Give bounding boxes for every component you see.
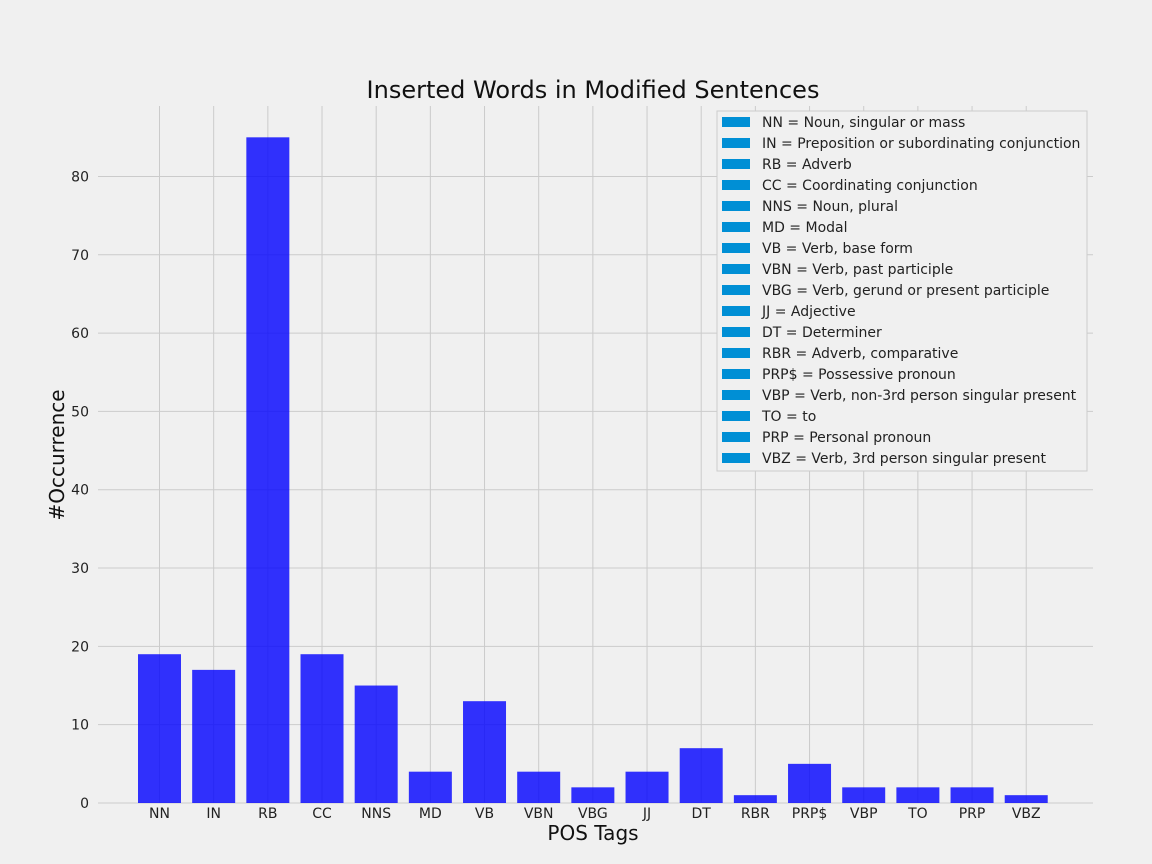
- bar-nn: [138, 654, 181, 803]
- legend-swatch: [722, 411, 750, 421]
- x-tick-label: VBP: [850, 806, 878, 822]
- x-tick-label: NNS: [361, 806, 391, 822]
- legend-entry: VB = Verb, base form: [762, 241, 913, 257]
- legend-swatch: [722, 390, 750, 400]
- x-tick-labels: NN IN RB CC NNS MD VB VBN VBG JJ DT RBR PRP$ VBP TO PRP…: [149, 806, 1041, 822]
- x-axis-label: POS Tags: [547, 821, 638, 845]
- legend-swatch: [722, 285, 750, 295]
- legend-entry: NN = Noun, singular or mass: [762, 115, 965, 131]
- bar-cc: [300, 654, 344, 803]
- legend-swatch: [722, 117, 750, 127]
- x-tick-label: PRP: [959, 806, 986, 822]
- legend-swatch: [722, 201, 750, 211]
- legend-entry: IN = Preposition or subordinating conjun…: [762, 136, 1080, 152]
- y-tick-label: 50: [71, 404, 89, 420]
- chart-title: Inserted Words in Modified Sentences: [367, 76, 820, 104]
- y-tick-label: 10: [71, 718, 89, 734]
- y-tick-label: 30: [71, 561, 89, 577]
- bar-vbp: [842, 787, 886, 803]
- legend: NN = Noun, singular or mass IN = Preposit…: [716, 110, 1088, 472]
- x-tick-label: TO: [907, 806, 928, 822]
- bar-in: [192, 669, 236, 803]
- legend-box: [716, 110, 1088, 472]
- legend-entry: NNS = Noun, plural: [762, 199, 898, 215]
- legend-entry: MD = Modal: [762, 220, 848, 236]
- legend-swatch: [722, 159, 750, 169]
- x-tick-label: IN: [206, 806, 221, 822]
- y-tick-labels: 0 10 20 30 40 50 60 70 80: [71, 169, 89, 812]
- legend-entry: RB = Adverb: [762, 157, 852, 173]
- legend-swatch: [722, 180, 750, 190]
- legend-entry: JJ = Adjective: [761, 304, 856, 320]
- x-tick-label: NN: [149, 806, 170, 822]
- x-tick-label: VBZ: [1012, 806, 1041, 822]
- legend-swatch: [722, 243, 750, 253]
- legend-swatch: [722, 369, 750, 379]
- legend-entry: VBP = Verb, non-3rd person singular pres…: [762, 388, 1077, 404]
- y-tick-label: 80: [71, 169, 89, 185]
- legend-swatch: [722, 264, 750, 274]
- legend-entry: PRP$ = Possessive pronoun: [762, 367, 956, 383]
- legend-entry: DT = Determiner: [762, 325, 882, 341]
- legend-entry: CC = Coordinating conjunction: [762, 178, 978, 194]
- legend-entry: PRP = Personal pronoun: [762, 430, 931, 446]
- bar-nns: [354, 685, 398, 803]
- y-axis-label: #Occurrence: [45, 389, 69, 520]
- legend-swatch: [722, 222, 750, 232]
- bar-md: [408, 771, 452, 803]
- x-tick-label: VB: [475, 806, 494, 822]
- bar-vbg: [571, 787, 615, 803]
- bar-to: [896, 787, 940, 803]
- legend-entry: VBG = Verb, gerund or present participle: [762, 283, 1049, 299]
- legend-entry: TO = to: [761, 409, 816, 425]
- y-tick-label: 40: [71, 483, 89, 499]
- x-tick-label: VBN: [524, 806, 554, 822]
- bar-vbz: [1004, 795, 1048, 803]
- x-tick-label: CC: [312, 806, 332, 822]
- bar-vbn: [517, 771, 561, 803]
- legend-swatch: [722, 453, 750, 463]
- x-tick-label: MD: [419, 806, 442, 822]
- legend-swatch: [722, 306, 750, 316]
- legend-entry: VBZ = Verb, 3rd person singular present: [762, 451, 1046, 467]
- bar-vb: [463, 701, 507, 803]
- bar-rbr: [733, 795, 777, 803]
- x-tick-label: JJ: [642, 806, 651, 822]
- bar-prp: [950, 787, 994, 803]
- legend-swatch: [722, 432, 750, 442]
- bars: [138, 137, 1048, 804]
- x-tick-label: DT: [692, 806, 712, 822]
- legend-swatch: [722, 138, 750, 148]
- y-tick-label: 60: [71, 326, 89, 342]
- legend-swatch: [722, 327, 750, 337]
- bar-dt: [679, 748, 723, 803]
- bar-jj: [625, 771, 669, 803]
- x-tick-label: VBG: [578, 806, 608, 822]
- y-tick-label: 70: [71, 248, 89, 264]
- y-tick-label: 0: [80, 796, 89, 812]
- y-tick-label: 20: [71, 639, 89, 655]
- x-tick-label: PRP$: [792, 806, 828, 822]
- legend-entry: VBN = Verb, past participle: [762, 262, 953, 278]
- legend-swatch: [722, 348, 750, 358]
- legend-entry: RBR = Adverb, comparative: [762, 346, 958, 362]
- x-tick-label: RB: [258, 806, 277, 822]
- bar-prp: [788, 763, 832, 803]
- x-tick-label: RBR: [741, 806, 770, 822]
- bar-rb: [246, 137, 290, 804]
